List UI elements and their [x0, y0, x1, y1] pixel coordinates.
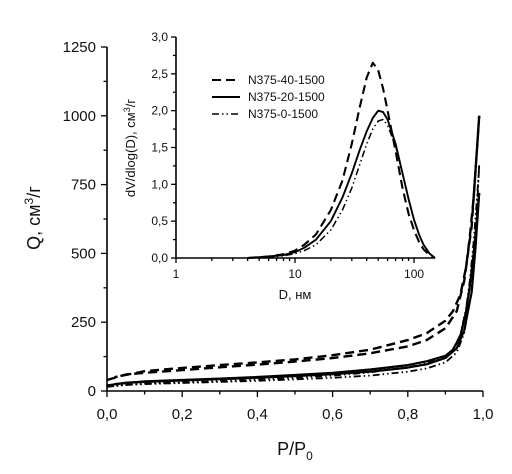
main-series — [106, 115, 481, 388]
main-y-tick-label: 750 — [71, 177, 96, 194]
main-ticks: 0,0 0,2 0,4 0,6 0,8 1,0 0 250 500 750 1000 1250 — [63, 39, 494, 423]
inset-y-tick-label: 2,5 — [151, 67, 168, 81]
main-series-0-desorption — [114, 115, 481, 379]
inset-y-tick-label: 1,5 — [151, 141, 168, 155]
main-y-tick-label: 1250 — [63, 39, 96, 56]
main-x-tick-label: 0,2 — [172, 406, 193, 423]
inset-ticks: 1 10 100 0,0 0,5 1,0 1,5 2,0 2,5 3,0 — [151, 30, 424, 281]
legend-label-2: N375-0-1500 — [248, 107, 318, 121]
inset-y-tick-label: 1,0 — [151, 177, 168, 191]
main-x-tick-label: 0,4 — [247, 406, 268, 423]
main-x-tick-label: 0,8 — [397, 406, 418, 423]
inset-legend: N375-40-1500 N375-20-1500 N375-0-1500 — [212, 73, 325, 121]
inset-y-tick-label: 2,0 — [151, 104, 168, 118]
main-y-axis-title-sup: 3 — [22, 197, 36, 204]
main-y-tick-label: 500 — [71, 245, 96, 262]
inset-series-0 — [247, 61, 436, 260]
legend-label-1: N375-20-1500 — [248, 90, 325, 104]
inset-x-tick-label: 10 — [288, 267, 302, 281]
inset-x-axis-title: D, нм — [279, 287, 312, 302]
inset-x-tick-label: 100 — [404, 267, 424, 281]
main-y-tick-label: 250 — [71, 314, 96, 331]
inset-background — [176, 37, 435, 258]
inset-y-tick-label: 3,0 — [151, 30, 168, 44]
inset-series — [247, 61, 436, 260]
main-x-tick-label: 0,6 — [322, 406, 343, 423]
main-x-tick-label: 0,0 — [97, 406, 118, 423]
inset-chart: 1 10 100 0,0 0,5 1,0 1,5 2,0 2,5 3,0 N375-40-1500… — [122, 30, 436, 302]
inset-y-tick-label: 0,5 — [151, 214, 168, 228]
main-series-0-adsorption — [106, 115, 481, 382]
main-y-axis-title: Q, см3/г — [22, 186, 44, 250]
main-series-2-desorption — [114, 165, 481, 387]
main-x-axis-title: P/P0 — [277, 439, 313, 463]
main-y-tick-label: 1000 — [63, 108, 96, 125]
main-x-tick-label: 1,0 — [473, 406, 494, 423]
inset-y-axis-title: dV/dlog(D), см3/г — [122, 99, 138, 197]
main-x-axis-title-sub: 0 — [306, 449, 313, 463]
inset-x-tick-label: 1 — [173, 267, 180, 281]
inset-series-2 — [247, 118, 436, 259]
inset-y-axis-title-sup: 3 — [122, 107, 132, 112]
inset-y-tick-label: 0,0 — [151, 251, 168, 265]
main-y-tick-label: 0 — [88, 383, 96, 400]
legend-label-0: N375-40-1500 — [248, 73, 325, 87]
